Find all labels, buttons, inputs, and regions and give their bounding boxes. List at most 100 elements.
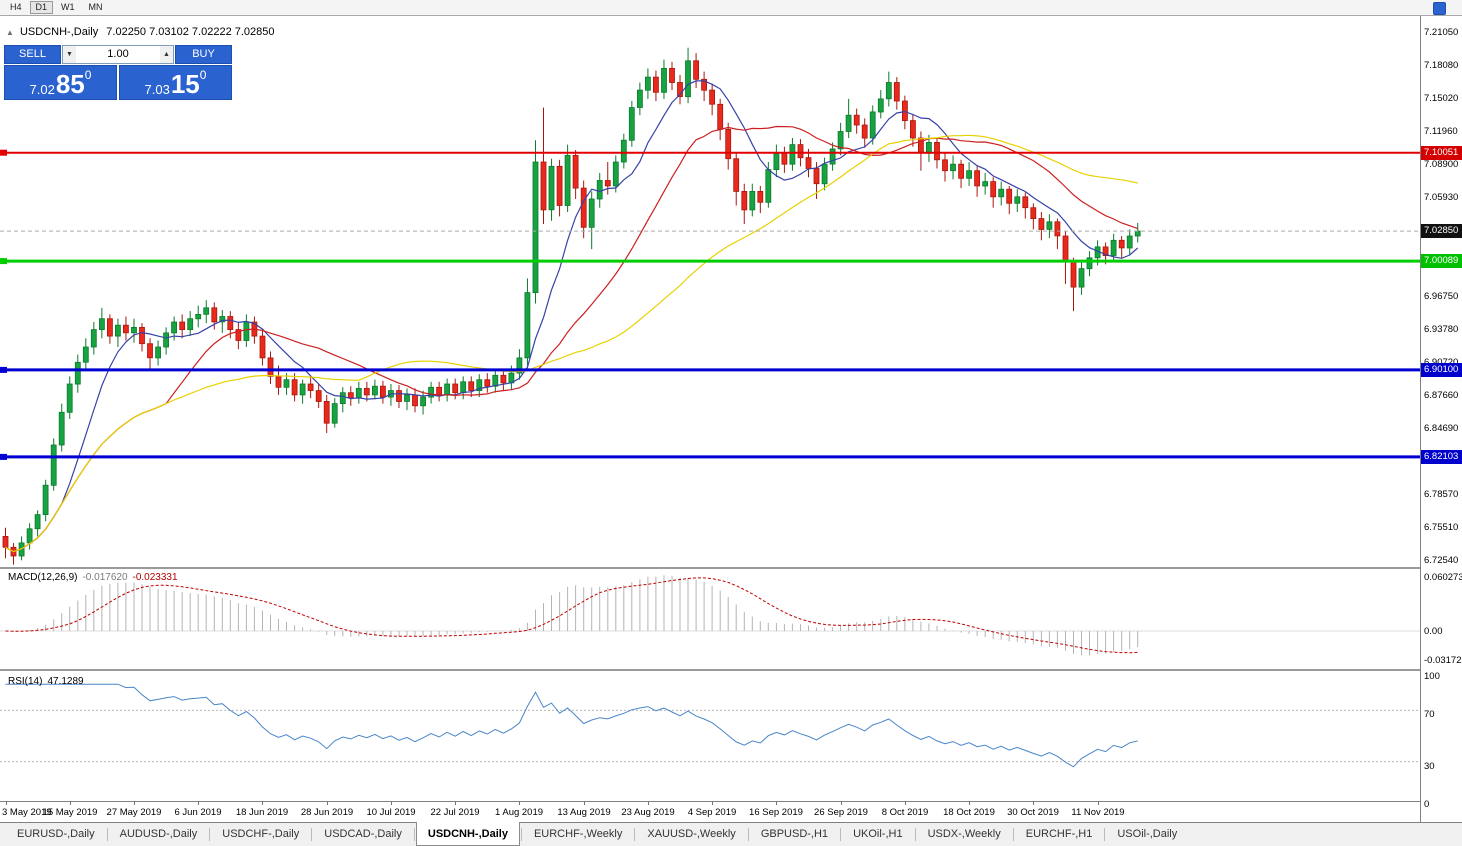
rsi-indicator-canvas[interactable] [0, 671, 1420, 801]
panel-splitter[interactable] [0, 669, 1462, 671]
tab-audusd-daily[interactable]: AUDUSD-,Daily [119, 828, 198, 840]
volume-control: ▼ 1.00 ▲ [62, 45, 174, 64]
date-tick [1098, 802, 1099, 805]
price-axis-label: 7.21050 [1424, 27, 1459, 38]
volume-input[interactable]: 1.00 [107, 48, 129, 60]
macd-indicator-canvas[interactable] [0, 569, 1420, 669]
panel-splitter[interactable] [0, 567, 1462, 569]
date-tick [905, 802, 906, 805]
price-axis-label: 6.75510 [1424, 522, 1459, 533]
price-axis-label: 6.90720 [1424, 357, 1458, 369]
timeframe-d1-button[interactable]: D1 [29, 1, 54, 14]
tab-usoil-daily[interactable]: USOil-,Daily [1117, 828, 1178, 840]
date-axis-label: 16 Sep 2019 [749, 807, 803, 818]
ohlc-readout: 7.02250 7.03102 7.02222 7.02850 [106, 26, 275, 38]
date-tick [455, 802, 456, 805]
tab-separator [413, 828, 415, 841]
date-axis-label: 11 Nov 2019 [1071, 807, 1125, 818]
date-axis-label: 18 Oct 2019 [943, 807, 995, 818]
rsi-axis-label: 100 [1424, 671, 1440, 682]
timeframe-w1-button[interactable]: W1 [55, 1, 81, 14]
date-axis-label: 4 Sep 2019 [687, 807, 737, 818]
tab-separator [106, 828, 108, 841]
date-axis-separator [0, 801, 1462, 802]
rsi-axis-label: 0 [1424, 799, 1430, 810]
macd-axis-label: 0.00 [1424, 626, 1443, 637]
tab-eurchf-h1[interactable]: EURCHF-,H1 [1025, 828, 1093, 840]
buy-price-display[interactable]: 7.03 15 0 [119, 65, 232, 100]
price-axis-label: 7.18080 [1424, 60, 1459, 71]
price-axis-label: 6.96750 [1424, 291, 1459, 302]
date-axis-label: 30 Oct 2019 [1007, 807, 1059, 818]
collapse-arrow-icon[interactable]: ▲ [6, 28, 14, 37]
buy-button[interactable]: BUY [175, 45, 232, 64]
price-axis-label: 7.11960 [1424, 126, 1458, 137]
price-axis[interactable]: 7.21050 7.18080 7.15020 7.11960 7.08900 7.059… [1420, 16, 1462, 822]
macd-value-2: -0.023331 [132, 572, 178, 583]
price-chart-canvas[interactable] [0, 16, 1420, 567]
date-tick [776, 802, 777, 805]
tab-separator [840, 828, 842, 841]
tab-ukoil-h1[interactable]: UKOil-,H1 [853, 828, 903, 840]
chart-tab-bar: EURUSD-,Daily AUDUSD-,Daily USDCHF-,Daily U… [0, 822, 1462, 846]
sell-button[interactable]: SELL [4, 45, 61, 64]
tab-usdcnh-daily[interactable]: USDCNH-,Daily [415, 822, 520, 846]
tab-separator [1104, 828, 1106, 841]
date-tick [6, 802, 7, 805]
tab-usdx-weekly[interactable]: USDX-,Weekly [927, 828, 1001, 840]
date-tick [262, 802, 263, 805]
date-tick [198, 802, 199, 805]
rsi-value: 47.1289 [47, 676, 84, 687]
date-axis-label: 27 May 2019 [106, 807, 162, 818]
sell-price-point: 0 [84, 68, 92, 82]
volume-increase-button[interactable]: ▲ [160, 46, 173, 63]
app-window-icon[interactable] [1433, 2, 1446, 15]
price-axis-label: 7.08900 [1424, 159, 1459, 170]
tab-separator [747, 828, 749, 841]
tab-separator [209, 828, 211, 841]
date-axis-label: 3 May 2019 [2, 807, 52, 818]
price-axis-label: 6.87660 [1424, 390, 1459, 401]
date-axis-label: 8 Oct 2019 [881, 807, 929, 818]
tab-separator [1012, 828, 1014, 841]
date-axis[interactable]: 3 May 2019 15 May 2019 27 May 2019 6 Jun 20… [0, 802, 1420, 822]
timeframe-h4-button[interactable]: H4 [4, 1, 28, 14]
tab-gbpusd-h1[interactable]: GBPUSD-,H1 [760, 828, 829, 840]
volume-decrease-button[interactable]: ▼ [63, 46, 76, 63]
date-tick [969, 802, 970, 805]
sell-price-main: 7.02 [29, 82, 55, 97]
buy-price-point: 0 [199, 68, 207, 82]
macd-axis-label: -0.031725 [1424, 655, 1462, 666]
tab-xauusd-weekly[interactable]: XAUUSD-,Weekly [647, 828, 736, 840]
date-tick [648, 802, 649, 805]
rsi-axis-label: 70 [1424, 709, 1435, 720]
buy-price-pips: 15 [170, 69, 200, 99]
date-axis-label: 28 Jun 2019 [300, 807, 354, 818]
timeframe-mn-button[interactable]: MN [83, 1, 109, 14]
date-tick [327, 802, 328, 805]
price-badge: 7.10051 [1421, 146, 1462, 160]
tab-separator [914, 828, 916, 841]
price-axis-label: 7.05930 [1424, 192, 1459, 203]
date-tick [1033, 802, 1034, 805]
tab-separator [520, 828, 522, 841]
sell-price-display[interactable]: 7.02 85 0 [4, 65, 117, 100]
date-axis-label: 10 Jul 2019 [366, 807, 416, 818]
macd-axis-label: 0.060273 [1424, 572, 1462, 583]
buy-price-main: 7.03 [144, 82, 170, 97]
date-tick [841, 802, 842, 805]
date-axis-label: 26 Sep 2019 [814, 807, 868, 818]
date-axis-label: 18 Jun 2019 [235, 807, 289, 818]
date-tick [519, 802, 520, 805]
macd-value-1: -0.017620 [82, 572, 128, 583]
price-axis-label: 7.15020 [1424, 93, 1459, 104]
tab-eurchf-weekly[interactable]: EURCHF-,Weekly [533, 828, 623, 840]
price-badge: 6.90100 [1421, 363, 1462, 377]
tab-usdcad-daily[interactable]: USDCAD-,Daily [324, 828, 402, 840]
tab-usdchf-daily[interactable]: USDCHF-,Daily [222, 828, 300, 840]
chart-title: ▲ USDCNH-,Daily 7.02250 7.03102 7.02222 … [6, 26, 275, 38]
symbol-title: USDCNH-,Daily [19, 26, 99, 38]
date-axis-label: 15 May 2019 [42, 807, 98, 818]
price-badge: 7.00089 [1421, 254, 1462, 268]
tab-eurusd-daily[interactable]: EURUSD-,Daily [17, 828, 95, 840]
